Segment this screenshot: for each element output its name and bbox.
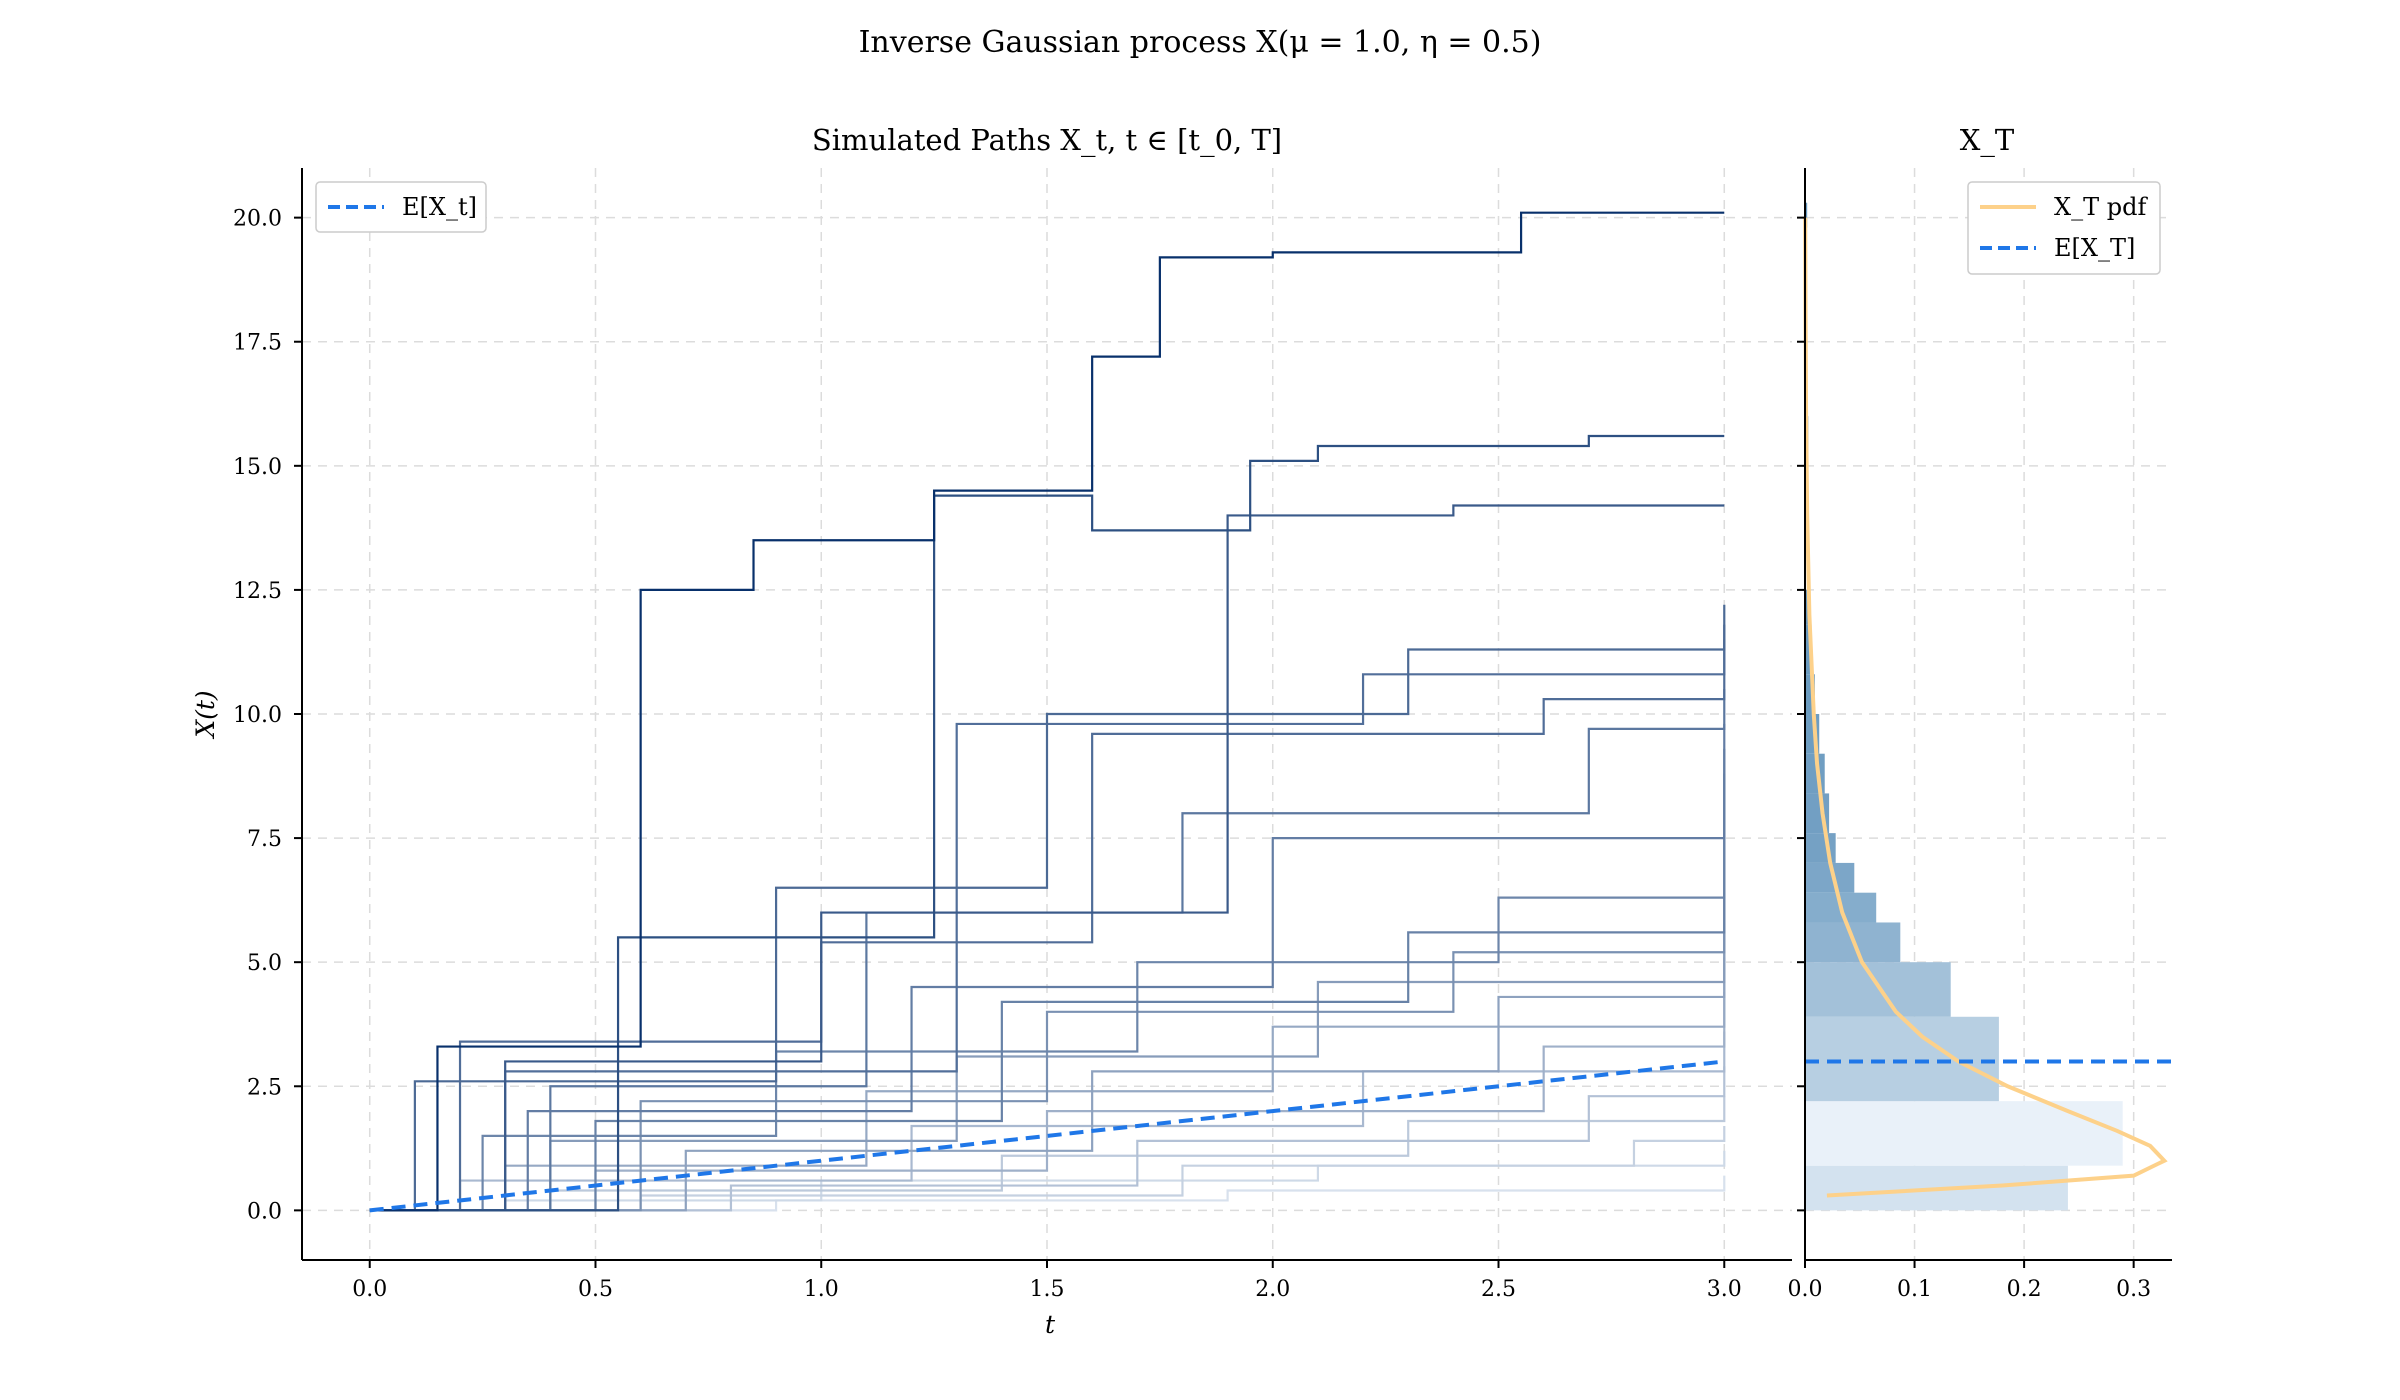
- sample-path: [369, 624, 1726, 1212]
- sample-path: [369, 748, 1726, 1212]
- sample-path: [369, 1066, 1726, 1212]
- main-y-tick-label: 5.0: [247, 951, 282, 976]
- histogram-bars: [1805, 202, 2123, 1211]
- main-y-tick-label: 0.0: [247, 1199, 282, 1224]
- main-y-tick-label: 7.5: [247, 827, 282, 852]
- main-x-tick-label: 2.0: [1255, 1277, 1290, 1302]
- figure-title: Inverse Gaussian process X(μ = 1.0, η = …: [859, 25, 1542, 60]
- main-x-tick-label: 2.5: [1481, 1277, 1516, 1302]
- side-x-ticks: 0.0 0.1 0.2 0.3: [1788, 1260, 2151, 1302]
- side-legend: X_T pdf E[X_T]: [1967, 181, 2161, 275]
- side-legend-pdf-label: X_T pdf: [2054, 193, 2148, 221]
- main-x-tick-label: 1.5: [1030, 1277, 1065, 1302]
- main-x-axis-label: t: [1045, 1310, 1056, 1339]
- main-y-tick-label: 15.0: [233, 455, 282, 480]
- main-legend-mean-label: E[X_t]: [402, 193, 477, 221]
- main-legend: E[X_t]: [315, 181, 487, 233]
- main-y-ticks: 0.0 2.5 5.0 7.5 10.0 12.5 15.0 17.5 20.0: [233, 207, 302, 1224]
- side-x-tick-label: 0.0: [1788, 1277, 1823, 1302]
- sample-path: [369, 723, 1726, 1212]
- sample-path: [369, 833, 1726, 1212]
- histogram-bar: [1805, 1016, 1999, 1102]
- sample-path: [369, 434, 1725, 1212]
- sample-path: [369, 922, 1726, 1212]
- side-x-tick-label: 0.2: [2007, 1277, 2042, 1302]
- main-y-tick-label: 20.0: [233, 207, 282, 232]
- main-y-tick-label: 17.5: [233, 331, 282, 356]
- main-panel-title: Simulated Paths X_t, t ∈ [t_0, T]: [812, 123, 1282, 158]
- main-y-tick-label: 2.5: [247, 1075, 282, 1100]
- main-x-tick-label: 3.0: [1707, 1277, 1742, 1302]
- side-panel-title: X_T: [1960, 123, 2015, 158]
- histogram-bar: [1805, 202, 1808, 228]
- sample-path: [369, 211, 1725, 1212]
- side-y-ticks: [1797, 216, 1805, 1212]
- sample-path: [369, 604, 1726, 1212]
- main-x-ticks: 0.0 0.5 1.0 1.5 2.0 2.5 3.0: [352, 1260, 1742, 1302]
- sample-path: [369, 504, 1725, 1212]
- main-x-tick-label: 0.5: [578, 1277, 613, 1302]
- simulated-paths: [369, 211, 1726, 1212]
- pdf-curve: [1803, 217, 2168, 1198]
- side-panel: X_T 0.0 0.1 0.2 0.3 X_T pdf E[X_T]: [1788, 123, 2172, 1302]
- main-legend-box: [315, 181, 487, 233]
- side-x-tick-label: 0.3: [2116, 1277, 2151, 1302]
- side-legend-mean-label: E[X_T]: [2054, 234, 2135, 262]
- main-y-tick-label: 12.5: [233, 579, 282, 604]
- histogram-bar: [1805, 674, 1815, 714]
- side-x-tick-label: 0.1: [1897, 1277, 1932, 1302]
- mean-line-main: [369, 1059, 1725, 1213]
- main-panel: Simulated Paths X_t, t ∈ [t_0, T] 0.0 0.5…: [191, 123, 1792, 1339]
- histogram-bar: [1805, 1101, 2123, 1166]
- sample-path: [369, 1175, 1726, 1212]
- main-x-tick-label: 0.0: [352, 1277, 387, 1302]
- main-x-tick-label: 1.0: [804, 1277, 839, 1302]
- histogram-bar: [1805, 962, 1951, 1017]
- sample-path: [369, 773, 1726, 1212]
- histogram-bar: [1805, 624, 1812, 675]
- histogram-bar: [1805, 589, 1809, 625]
- main-y-axis-label: X(t): [191, 690, 220, 739]
- main-y-tick-label: 10.0: [233, 703, 282, 728]
